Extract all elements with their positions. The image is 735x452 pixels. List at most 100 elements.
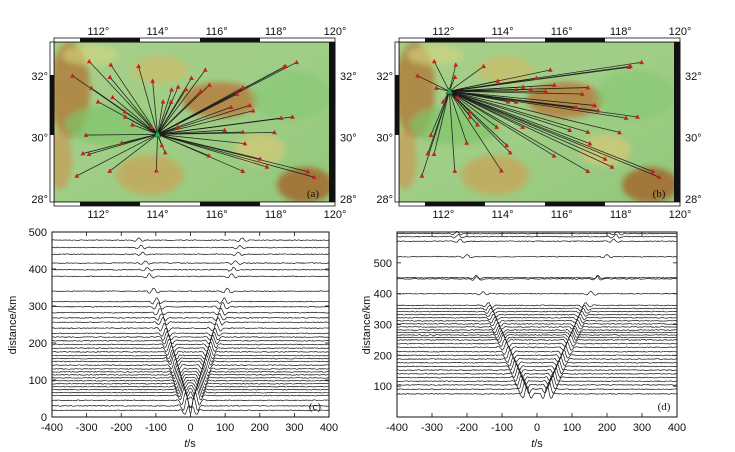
- seismic-trace: [396, 304, 678, 312]
- seismic-trace: [51, 386, 330, 401]
- receiver-station: [95, 99, 101, 104]
- receiver-station: [175, 84, 181, 89]
- x-axis-label-unit: /s: [534, 438, 543, 450]
- seismic-trace: [51, 330, 330, 341]
- receiver-station: [250, 108, 256, 113]
- x-tick-label: 300: [285, 422, 303, 434]
- receiver-station: [513, 99, 519, 104]
- seismic-trace: [51, 244, 330, 250]
- ray-path: [157, 101, 164, 135]
- frame-bottom: [398, 201, 681, 207]
- seismic-trace: [51, 251, 329, 257]
- lat-tick-label-left: 30°: [376, 132, 393, 144]
- receiver-station: [452, 74, 458, 79]
- seismic-trace: [51, 384, 330, 398]
- x-tick-label: -200: [456, 422, 478, 434]
- ray-path: [436, 87, 450, 92]
- receiver-station: [240, 129, 246, 134]
- traces-d: [396, 230, 678, 400]
- receiver-station: [419, 173, 425, 178]
- seismic-trace: [51, 322, 330, 332]
- lowland: [407, 45, 463, 65]
- seismic-trace: [396, 366, 678, 379]
- seismic-trace: [396, 274, 678, 280]
- ray-path: [157, 126, 178, 135]
- axes-c: -400 -300 -200 -100 0 100 200 300 400 0 100 200 300 4…: [29, 227, 339, 434]
- ray-paths-a: [72, 61, 315, 178]
- receiver-station: [585, 168, 591, 173]
- map-tick-labels-a: 112° 112° 114° 114° 116° 116° 118° 118° 120° 120°…: [31, 26, 356, 221]
- lat-tick-label-right: 28°: [685, 194, 702, 206]
- seismic-trace: [51, 301, 330, 310]
- seismic-trace: [51, 273, 330, 279]
- receiver-station: [505, 99, 511, 104]
- lon-tick-label-top: 120°: [669, 26, 692, 38]
- ray-path: [449, 90, 591, 144]
- panel-label-c: (c): [309, 401, 322, 413]
- chart-panel-d: -400 -300 -200 -100 0 100 200 300 400 100 200 300 40…: [361, 230, 686, 450]
- mountain-relief: [54, 130, 72, 190]
- ray-path: [157, 133, 210, 157]
- receiver-station: [626, 64, 632, 70]
- seismic-trace: [396, 316, 678, 324]
- ray-path: [157, 133, 315, 178]
- receiver-station: [272, 129, 277, 135]
- receiver-station: [240, 84, 246, 90]
- lon-tick-label-top: 118°: [610, 26, 632, 38]
- receiver-station: [149, 124, 155, 129]
- receiver-station: [431, 151, 437, 157]
- receiver-station: [579, 91, 585, 96]
- seismic-trace: [396, 332, 678, 341]
- ray-path: [449, 90, 555, 157]
- receiver-station: [240, 168, 246, 173]
- y-tick-label: 500: [29, 227, 47, 239]
- receiver-station: [207, 82, 212, 87]
- mountain-relief: [461, 155, 529, 195]
- lon-tick-label-bottom: 114°: [147, 209, 169, 221]
- ray-path: [433, 91, 450, 155]
- seismic-trace: [396, 370, 678, 382]
- x-tick-label: 100: [563, 422, 581, 434]
- ray-path: [157, 133, 268, 168]
- receiver-station: [110, 94, 116, 100]
- receiver-station: [281, 64, 287, 70]
- ray-path: [152, 81, 158, 135]
- lon-tick-label-top: 116°: [206, 26, 228, 38]
- frame-left: [394, 41, 400, 203]
- lat-tick-label-left: 28°: [376, 194, 393, 206]
- receiver-station: [494, 124, 500, 129]
- receiver-station: [547, 67, 553, 72]
- ray-path: [157, 134, 166, 153]
- receiver-station: [202, 67, 208, 72]
- lat-tick-label-left: 32°: [31, 71, 48, 83]
- seismic-trace: [51, 297, 330, 305]
- receiver-station: [551, 153, 557, 158]
- ray-path: [449, 69, 551, 92]
- x-tick-label: -400: [386, 422, 408, 434]
- seismic-trace: [396, 233, 678, 239]
- mountain-relief: [132, 56, 188, 84]
- receiver-station: [534, 75, 539, 80]
- y-tick-label: 400: [29, 264, 47, 276]
- seismic-trace: [51, 287, 330, 294]
- panel-label-b: (b): [653, 188, 666, 200]
- ray-path: [157, 66, 285, 135]
- lowland: [62, 45, 118, 65]
- seismic-trace: [396, 276, 678, 281]
- seismic-trace: [396, 301, 678, 308]
- receiver-station: [498, 168, 504, 173]
- receiver-station: [169, 87, 175, 92]
- receiver-station: [504, 142, 510, 148]
- receiver-station: [573, 104, 579, 109]
- receiver-station: [83, 132, 89, 137]
- mountain-relief: [116, 155, 184, 195]
- seismic-trace: [51, 372, 330, 386]
- x-axis-label-italic: t: [184, 438, 188, 450]
- ray-path: [449, 90, 627, 119]
- receiver-station: [189, 75, 194, 80]
- mountain-relief: [579, 134, 631, 166]
- ray-path: [76, 133, 158, 177]
- receiver-station: [257, 156, 263, 161]
- right-edge-bar: [674, 42, 680, 202]
- receiver-station: [635, 114, 640, 119]
